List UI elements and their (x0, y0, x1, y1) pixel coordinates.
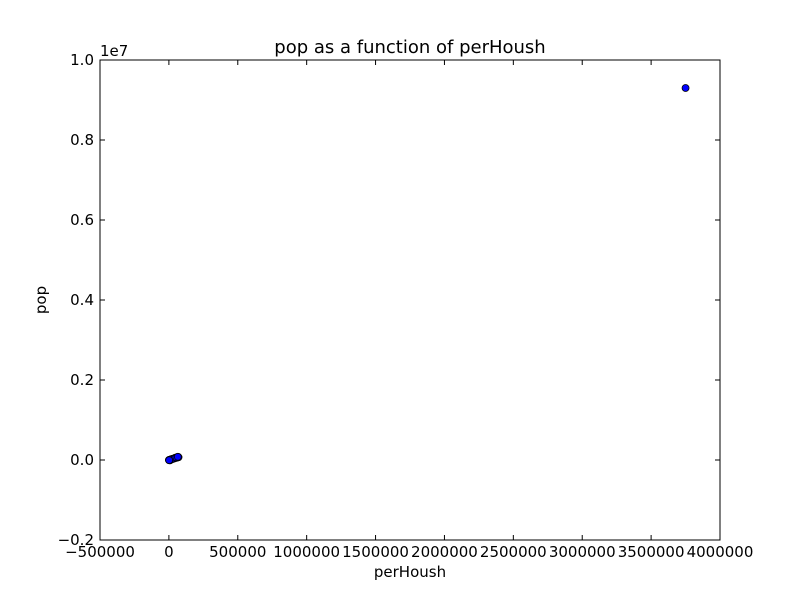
x-tick-label: 2000000 (411, 543, 478, 561)
plot-frame (99, 59, 721, 541)
y-tick-label: 0.4 (70, 291, 94, 309)
y-tick-label: −0.2 (58, 531, 94, 549)
data-point (173, 452, 182, 461)
y-tick-label: 0.2 (70, 371, 94, 389)
y-axis-label: pop (32, 286, 50, 314)
x-tick-label: 3000000 (549, 543, 616, 561)
x-tick-label: 1000000 (273, 543, 340, 561)
x-tick-label: 1500000 (342, 543, 409, 561)
x-axis-label: perHoush (374, 563, 446, 581)
x-tick-label: 4000000 (687, 543, 754, 561)
x-tick-label: 3500000 (618, 543, 685, 561)
x-tick-label: 500000 (209, 543, 266, 561)
x-tick-label: 0 (164, 543, 174, 561)
y-tick-label: 0.6 (70, 211, 94, 229)
chart-title: pop as a function of perHoush (274, 37, 545, 58)
data-point (165, 456, 174, 465)
x-tick-label: 2500000 (480, 543, 547, 561)
points-layer (164, 84, 690, 465)
y-offset-label: 1e7 (100, 42, 128, 60)
tick-layer: −500000 0 500000 1000000 1500000 2000000 25000… (58, 51, 754, 561)
y-tick-label: 1.0 (70, 51, 94, 69)
x-tick-label: −500000 (65, 543, 135, 561)
y-tick-label: 0.8 (70, 131, 94, 149)
data-point (681, 84, 690, 92)
y-tick-label: 0.0 (70, 451, 94, 469)
